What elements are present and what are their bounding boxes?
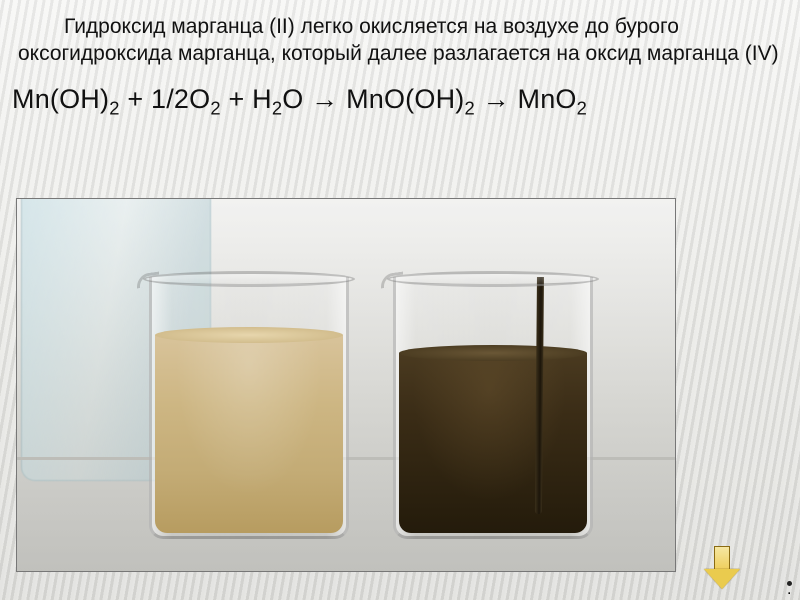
down-arrow-icon: [704, 546, 740, 590]
beaker-glass-left: [149, 277, 349, 539]
arrow-shaft: [714, 546, 730, 570]
liquid-surface-dark: [399, 345, 587, 361]
plus-h2o-h: + H: [221, 84, 272, 114]
beaker-rim-left: [143, 271, 355, 287]
reaction-arrow-2: →: [475, 84, 518, 114]
h2o-o: O: [282, 84, 311, 114]
plus-half-o2: + 1/2O: [120, 84, 211, 114]
reaction-arrow-1: →: [311, 84, 346, 114]
sub-h2: 2: [272, 97, 282, 118]
reaction-equation: Mn(OH)2 + 1/2O2 + H2O → MnO(OH)2 → MnO2: [12, 82, 782, 117]
reagent-mnoh2: Mn(OH): [12, 84, 109, 114]
liquid-surface-tan: [155, 327, 343, 343]
beaker-mnoh2: [149, 277, 349, 539]
sub-p2: 2: [577, 97, 587, 118]
arrow-head: [704, 569, 740, 589]
sub-2a: 2: [109, 97, 119, 118]
experiment-photo: [16, 198, 676, 572]
liquid-tan: [155, 335, 343, 533]
beaker-rim-right: [387, 271, 599, 287]
product-mnooh2: MnO(OH): [346, 84, 464, 114]
sub-o2: 2: [210, 97, 220, 118]
product-mno2: MnO: [518, 84, 577, 114]
description-paragraph: Гидроксид марганца (II) легко окисляется…: [18, 14, 782, 68]
beaker-mno2: [393, 277, 593, 539]
stray-dot: .: [787, 581, 792, 586]
slide-content: Гидроксид марганца (II) легко окисляется…: [0, 0, 800, 117]
sub-p1: 2: [464, 97, 474, 118]
liquid-dark: [399, 353, 587, 533]
beaker-glass-right: [393, 277, 593, 539]
